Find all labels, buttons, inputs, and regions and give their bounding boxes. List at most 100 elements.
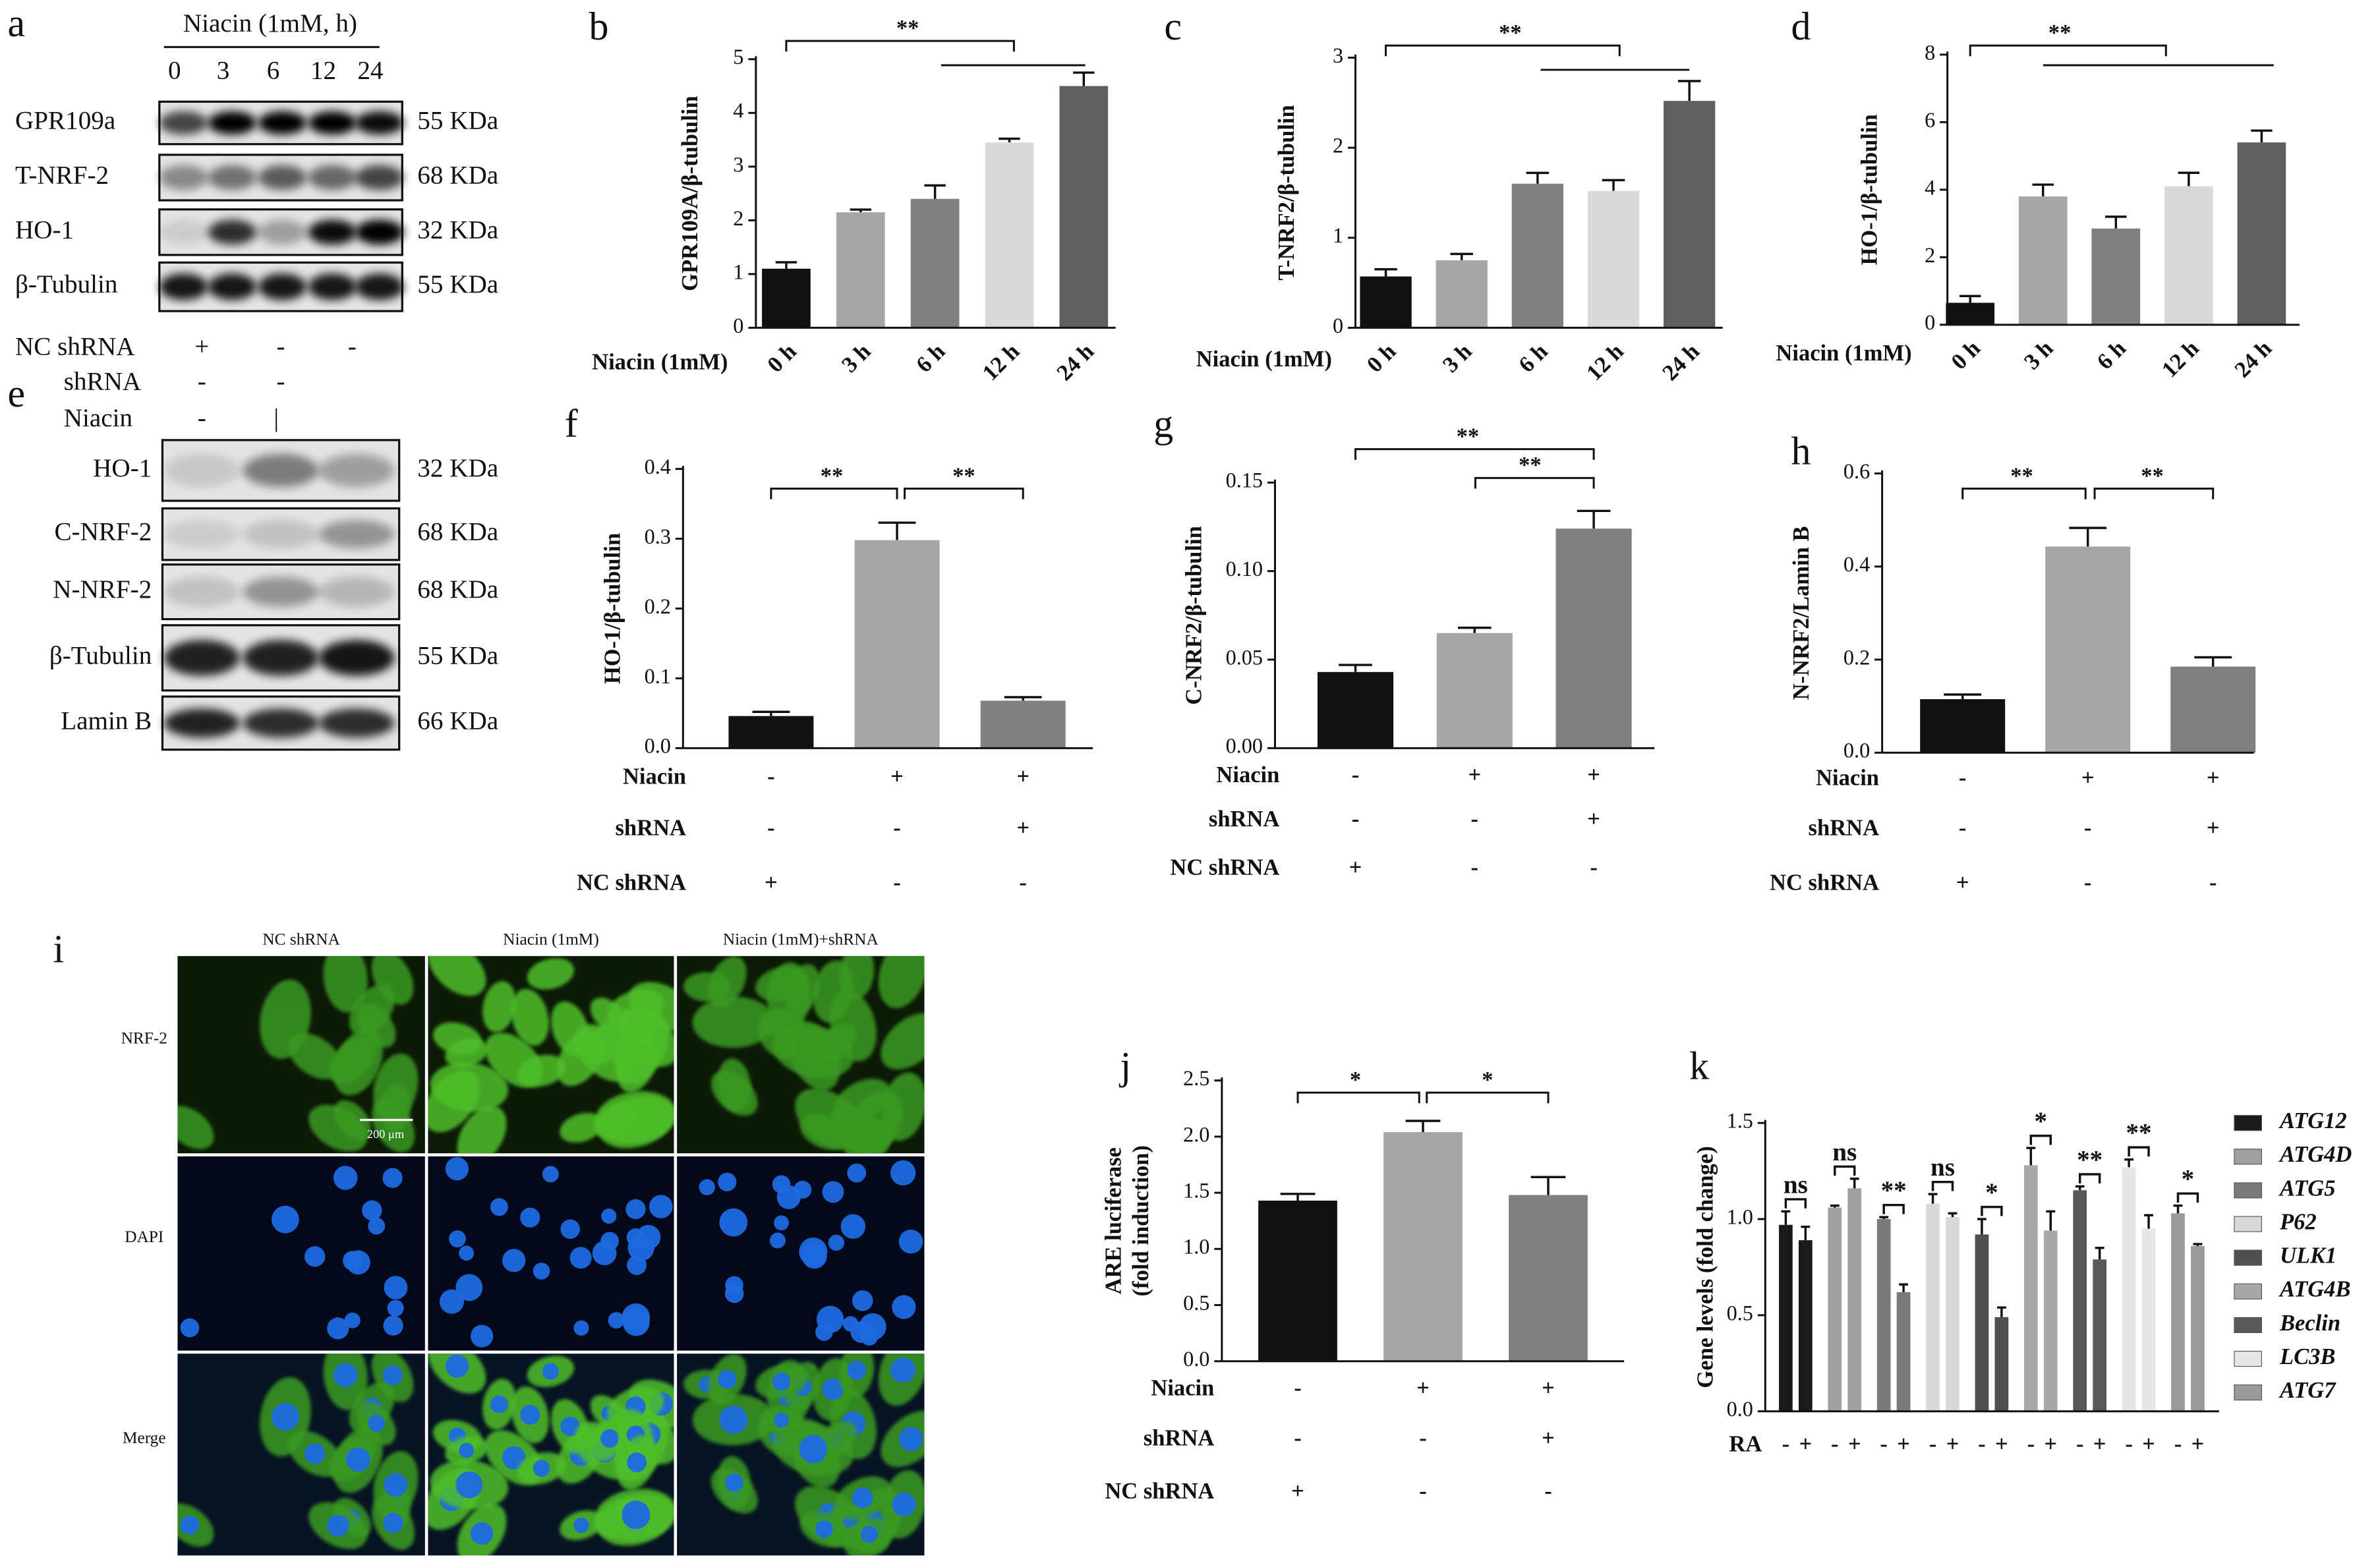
nucleus	[459, 1442, 475, 1458]
bar	[2043, 1230, 2058, 1411]
condition-sign: -	[1419, 1479, 1427, 1504]
bar	[2073, 1190, 2087, 1411]
condition-sign: +	[1291, 1479, 1304, 1504]
significance-label: **	[2077, 1146, 2103, 1174]
blot-band	[243, 708, 319, 738]
blot-row-label: C-NRF-2	[54, 518, 152, 546]
blot-size-label: 68 KDa	[417, 518, 498, 546]
nucleus	[600, 1232, 619, 1251]
bar	[1436, 633, 1513, 749]
significance-label: **	[2126, 1119, 2151, 1147]
micrograph	[177, 1156, 425, 1351]
nucleus	[573, 1320, 589, 1336]
x-tick-label: -	[1831, 1432, 1839, 1457]
legend-swatch	[2234, 1384, 2262, 1401]
condition-label: NC shRNA	[577, 870, 686, 896]
y-tick-label: 2	[733, 206, 743, 230]
legend-label: P62	[2279, 1209, 2317, 1234]
blot-band	[308, 111, 357, 135]
y-tick-label: 2.5	[1183, 1066, 1209, 1090]
y-tick-label: 0.05	[1226, 645, 1263, 669]
nucleus	[304, 1246, 326, 1267]
bracket	[785, 40, 1015, 52]
x-tick-label: -	[2125, 1432, 2133, 1457]
cells	[180, 1166, 408, 1340]
x-tick-label: +	[1995, 1432, 2008, 1457]
bracket	[1426, 1091, 1550, 1104]
blot-band	[258, 273, 307, 300]
y-tick-label: 1.0	[1183, 1235, 1209, 1259]
blot-band	[355, 165, 404, 190]
nucleus	[384, 1473, 408, 1497]
lane-label: 6	[267, 57, 280, 85]
y-tick-label: 8	[1925, 40, 1935, 64]
bracket	[1354, 448, 1595, 460]
cell-body	[333, 1029, 384, 1096]
condition-label: shRNA	[1144, 1425, 1215, 1450]
bar	[1509, 1195, 1588, 1361]
y-axis-label: HO-1/β-tubulin	[1857, 114, 1882, 265]
bar	[1317, 671, 1394, 749]
x-tick-label: -	[1929, 1432, 1937, 1457]
bar	[910, 198, 960, 328]
condition-sign: -	[198, 404, 206, 432]
x-tick-label: -	[1880, 1432, 1888, 1457]
bar	[762, 268, 811, 328]
nucleus	[383, 1315, 403, 1336]
condition-sign: +	[1468, 762, 1481, 787]
y-tick-label: 3	[1333, 43, 1343, 67]
nucleus	[799, 1237, 828, 1266]
significance-label: ns	[1930, 1153, 1955, 1182]
blot-band	[163, 708, 240, 738]
blot-band	[355, 219, 404, 245]
bar	[1946, 302, 1995, 325]
nucleus	[387, 1299, 404, 1317]
bar	[1383, 1132, 1463, 1361]
blot-band	[258, 219, 307, 245]
panel-letter: c	[1164, 5, 1182, 48]
cell-body	[560, 1112, 603, 1143]
x-tick-label: +	[2044, 1432, 2057, 1457]
y-tick-label: 4	[733, 99, 743, 123]
legend-swatch	[2234, 1115, 2262, 1131]
blot-row-label: HO-1	[15, 215, 74, 244]
condition-sign: +	[1016, 816, 1030, 841]
y-tick-label: 0.00	[1226, 734, 1263, 758]
x-tick-label: +	[1946, 1432, 1959, 1457]
bar	[2018, 196, 2068, 325]
cells	[428, 955, 674, 1154]
nucleus	[601, 1209, 617, 1224]
condition-sign: -	[2209, 870, 2217, 896]
significance-label: **	[896, 16, 919, 41]
column-label: Niacin (1mM)	[503, 930, 599, 949]
nucleus	[626, 1228, 645, 1247]
bar	[1828, 1207, 1842, 1411]
condition-sign: +	[1956, 870, 1969, 896]
row-label: Merge	[123, 1429, 166, 1447]
legend-label: ATG5	[2278, 1176, 2335, 1201]
blot-row-label: Lamin B	[61, 706, 152, 735]
bar	[2045, 546, 2131, 753]
cell-body	[759, 1009, 803, 1037]
y-tick-label: 6	[1925, 108, 1935, 132]
blot-row-label: β-Tubulin	[15, 270, 117, 299]
condition-label: Niacin	[1151, 1375, 1214, 1400]
nucleus	[822, 1181, 844, 1203]
cell-body	[428, 955, 486, 996]
condition-sign: -	[1544, 1479, 1552, 1504]
nucleus	[272, 1205, 299, 1234]
legend-swatch	[2234, 1283, 2262, 1299]
cell-body	[482, 981, 516, 1033]
blot-row-label: β-Tubulin	[49, 641, 152, 670]
nucleus	[772, 1175, 791, 1194]
nucleus	[774, 1412, 789, 1428]
bar	[1876, 1219, 1891, 1411]
legend-label: ATG4B	[2278, 1277, 2350, 1302]
row-label: NRF-2	[121, 1029, 167, 1047]
condition-label: NC shRNA	[1105, 1479, 1214, 1504]
bar	[1975, 1234, 1989, 1411]
bar	[2164, 186, 2213, 325]
blot-band	[318, 640, 395, 676]
nucleus	[898, 1229, 923, 1254]
legend-swatch	[2234, 1350, 2262, 1367]
